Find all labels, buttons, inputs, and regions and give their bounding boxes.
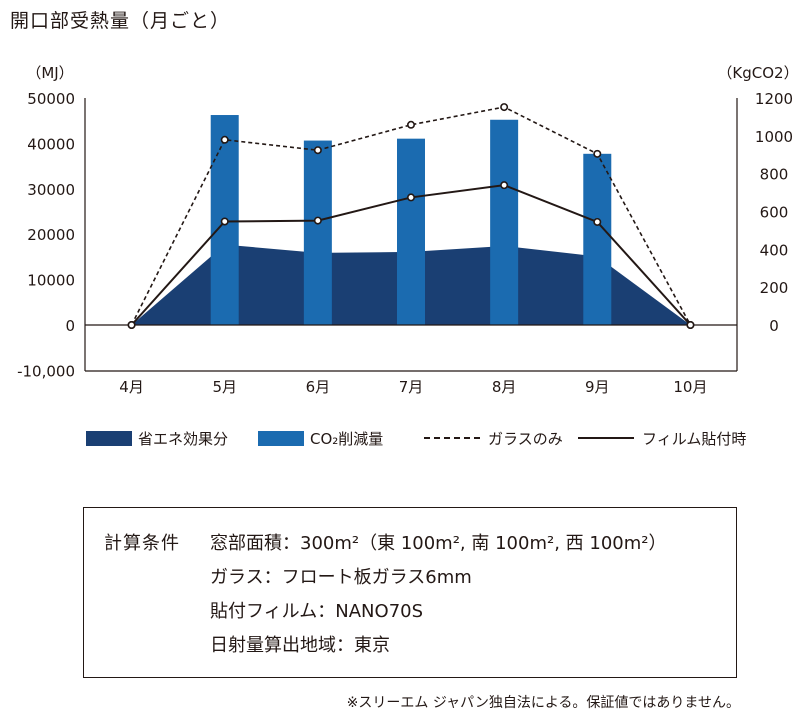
left-tick-label-4: 20000 [27, 226, 75, 244]
left-tick-label-5: 10000 [27, 272, 75, 290]
condition-window-area: 窓部面積：300m²（東 100m², 南 100m², 西 100m²） [210, 533, 667, 554]
right-tick-label-1: 1200 [755, 90, 793, 108]
legend-item-glass-only: ガラスのみ [424, 427, 563, 449]
right-axis-unit: （KgCO2） [717, 64, 798, 82]
calculation-conditions-box: 計算条件 窓部面積：300m²（東 100m², 南 100m², 西 100m… [83, 507, 737, 678]
x-tick-label-4: 7月 [399, 378, 424, 396]
legend-label-co2-reduction: CO₂削減量 [310, 429, 384, 448]
glass-only-point-4 [406, 120, 415, 129]
right-tick-label-3: 800 [760, 166, 789, 184]
footnote: ※スリーエム ジャパン独自法による。保証値ではありません。 [346, 695, 740, 711]
co2-bar-5 [490, 119, 519, 325]
legend-item-energy-saving: 省エネ効果分 [86, 427, 228, 449]
right-tick-label-5: 400 [760, 241, 789, 259]
condition-glass: ガラス：フロート板ガラス6mm [210, 567, 472, 588]
condition-region: 日射量算出地域：東京 [210, 635, 390, 656]
right-tick-label-6: 200 [760, 279, 789, 297]
chart-title: 開口部受熱量（月ごと） [10, 10, 231, 32]
x-tick-label-1: 4月 [119, 378, 144, 396]
axes-layer [84, 98, 738, 372]
line-series-layer [127, 103, 695, 329]
right-tick-label-7: 0 [769, 317, 779, 335]
legend-item-with-film: フィルム貼付時 [578, 427, 746, 449]
right-tick-label-2: 1000 [755, 128, 793, 146]
x-tick-label-5: 8月 [492, 378, 517, 396]
left-tick-label-3: 30000 [27, 181, 75, 199]
with-film-point-2 [220, 217, 229, 226]
x-tick-label-3: 6月 [306, 378, 331, 396]
left-tick-label-2: 40000 [27, 135, 75, 153]
chart-svg: 50000400003000020000100000-10,000（MJ）120… [17, 64, 799, 396]
co2-bar-4 [397, 138, 425, 325]
co2-bar-3 [303, 140, 332, 325]
legend-swatch-with-film [578, 437, 634, 439]
with-film-point-4 [406, 193, 415, 202]
x-tick-label-7: 10月 [673, 378, 707, 396]
with-film-point-7 [686, 320, 695, 329]
x-tick-label-2: 5月 [212, 378, 237, 396]
glass-only-point-3 [313, 146, 322, 155]
legend-swatch-co2-reduction [258, 430, 304, 446]
left-axis-unit: （MJ） [26, 64, 73, 82]
with-film-point-3 [313, 216, 322, 225]
with-film-point-6 [593, 217, 602, 226]
legend-swatch-glass-only [424, 437, 480, 439]
left-tick-label-6: 0 [65, 317, 75, 335]
glass-only-point-6 [593, 149, 602, 158]
legend-label-with-film: フィルム貼付時 [642, 429, 747, 448]
legend-label-energy-saving: 省エネ効果分 [138, 429, 229, 448]
legend-swatch-energy-saving [86, 430, 132, 446]
condition-film: 貼付フィルム：NANO70S [210, 601, 424, 622]
left-tick-label-1: 50000 [27, 90, 75, 108]
tick-label-layer: 50000400003000020000100000-10,000（MJ）120… [17, 64, 799, 396]
co2-bar-6 [583, 153, 612, 325]
legend-label-glass-only: ガラスのみ [488, 429, 563, 448]
bar-series-layer [210, 115, 612, 326]
right-tick-label-4: 600 [760, 204, 789, 222]
glass-only-point-2 [220, 135, 229, 144]
conditions-heading: 計算条件 [104, 533, 180, 554]
left-tick-label-7: -10,000 [17, 362, 75, 380]
legend-item-co2-reduction: CO₂削減量 [258, 427, 383, 449]
x-tick-label-6: 9月 [585, 378, 610, 396]
glass-only-point-5 [500, 103, 509, 112]
with-film-point-5 [500, 181, 509, 190]
with-film-point-1 [127, 320, 136, 329]
